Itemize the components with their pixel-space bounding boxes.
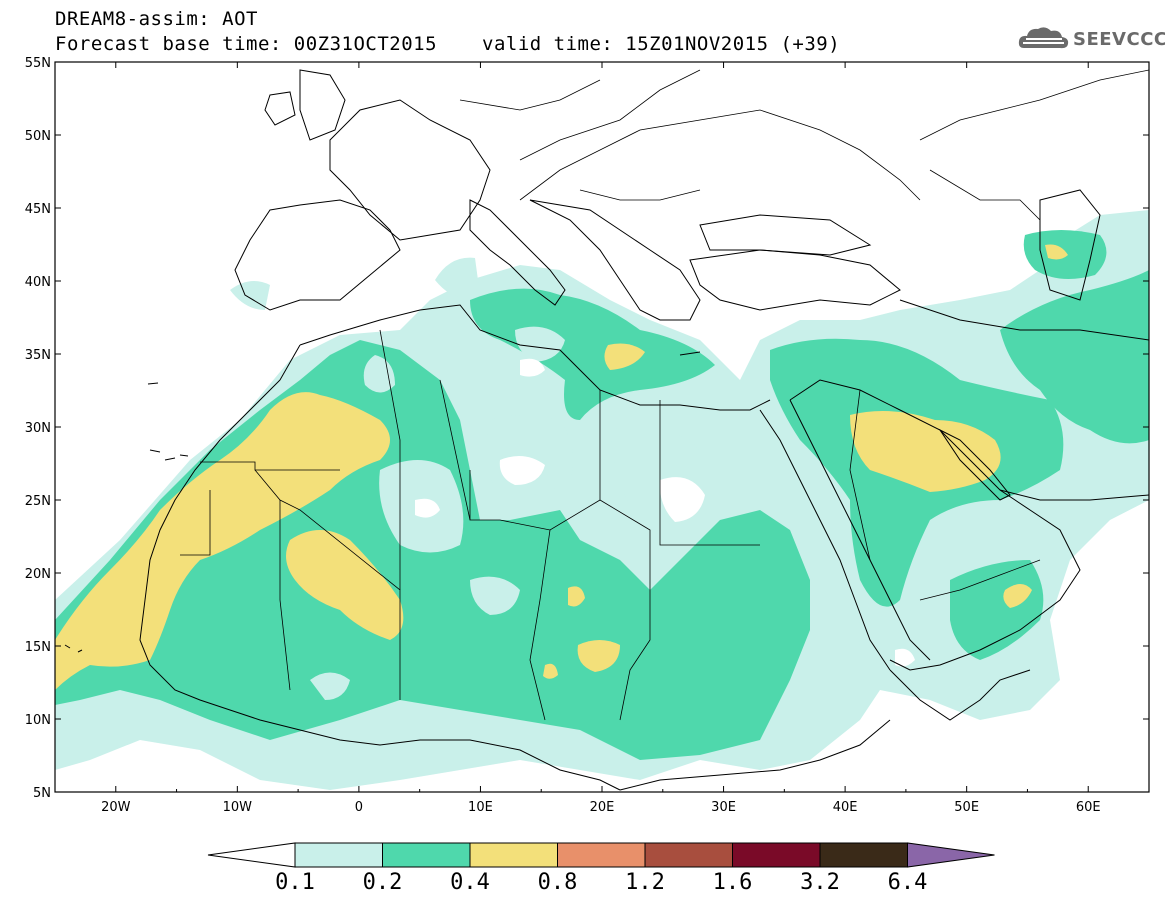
lat-label: 25N: [25, 494, 51, 509]
lat-label: 45N: [25, 202, 51, 217]
colorbar-label: 0.1: [275, 870, 315, 895]
valid-time: valid time: 15Z01NOV2015 (+39): [482, 33, 841, 55]
lat-label: 10N: [25, 713, 51, 728]
lon-label: 0: [355, 800, 363, 815]
map-title: DREAM8-assim: AOT: [55, 8, 258, 30]
lon-label: 50E: [954, 800, 979, 815]
colorbar-swatch: [382, 842, 471, 868]
colorbar: 0.1 0.2 0.4 0.8 1.2 1.6 3.2 6.4: [207, 842, 995, 895]
aot-level-below-0.1: [415, 358, 915, 667]
lat-label: 50N: [25, 129, 51, 144]
lon-label: 40E: [833, 800, 858, 815]
latitude-axis: 55N 50N 45N 40N 35N 30N 25N 20N 15N 10N 5N: [25, 56, 1149, 801]
lon-label: 30E: [711, 800, 736, 815]
colorbar-label: 3.2: [800, 870, 840, 895]
lat-label: 35N: [25, 348, 51, 363]
lon-label: 10W: [223, 800, 253, 815]
seevccc-logo: SEEVCCC: [1018, 24, 1165, 54]
lon-label: 10E: [468, 800, 493, 815]
longitude-axis: 20W 10W 0 10E 20E 30E 40E 50E 60E: [54, 62, 1150, 815]
country-borders: [180, 69, 1149, 721]
colorbar-label: 1.6: [713, 870, 753, 895]
lat-label: 30N: [25, 421, 51, 436]
colorbar-swatch: [819, 842, 908, 868]
lat-label: 55N: [25, 56, 51, 71]
coastlines: [139, 69, 1149, 791]
colorbar-label: 0.8: [538, 870, 578, 895]
lat-label: 40N: [25, 275, 51, 290]
lat-label: 15N: [25, 640, 51, 655]
lat-label: 20N: [25, 567, 51, 582]
colorbar-swatch: [644, 842, 733, 868]
logo-text: SEEVCCC: [1073, 28, 1165, 50]
colorbar-swatch: [469, 842, 558, 868]
lon-label: 60E: [1076, 800, 1101, 815]
colorbar-label: 1.2: [625, 870, 665, 895]
aot-field: [55, 62, 1149, 792]
colorbar-high-arrow: [907, 842, 995, 868]
cloud-logo-icon: [1018, 27, 1069, 49]
colorbar-low-arrow: [207, 842, 296, 868]
colorbar-label: 6.4: [888, 870, 928, 895]
colorbar-swatch: [732, 842, 821, 868]
islands: [64, 351, 701, 653]
colorbar-label: 0.4: [450, 870, 490, 895]
lat-label: 5N: [33, 786, 51, 801]
colorbar-label: 0.2: [363, 870, 403, 895]
aot-level-0.4: [55, 244, 1068, 690]
aot-level-0.1-holes: [310, 326, 950, 700]
colorbar-swatch: [557, 842, 646, 868]
lon-label: 20W: [101, 800, 131, 815]
colorbar-swatch: [294, 842, 383, 868]
lon-label: 20E: [590, 800, 615, 815]
forecast-base-time: Forecast base time: 00Z31OCT2015: [55, 33, 438, 55]
